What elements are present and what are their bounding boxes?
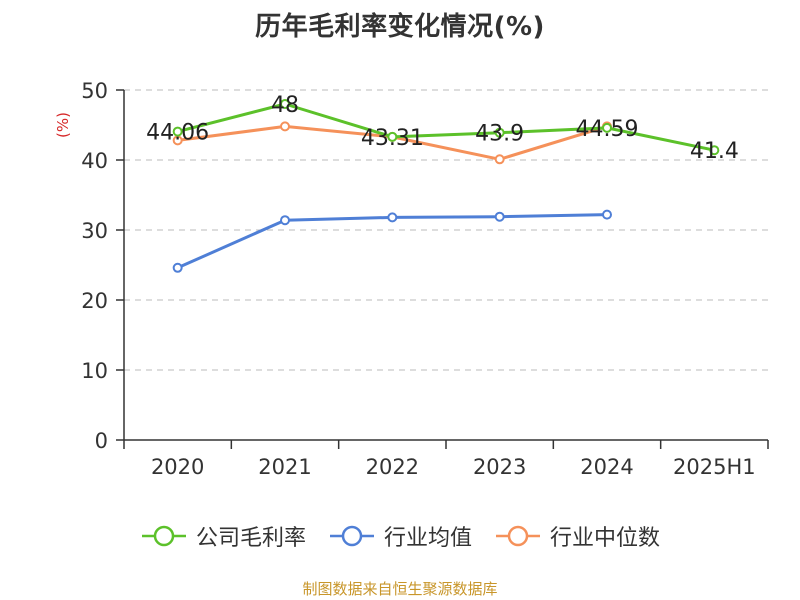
- data-point: [602, 122, 612, 133]
- legend-marker: [507, 525, 529, 547]
- chart-title: 历年毛利率变化情况(%): [255, 12, 545, 42]
- chart-legend: 公司毛利率 行业均值 行业中位数: [0, 520, 800, 552]
- legend-marker: [341, 525, 363, 547]
- legend-symbol: [329, 525, 374, 547]
- data-label: 44.59: [576, 117, 639, 142]
- data-label: 48: [271, 93, 299, 118]
- y-axis-label: (%): [54, 112, 72, 138]
- data-point: [709, 145, 720, 156]
- y-tick-label: 0: [95, 429, 108, 453]
- data-label: 43.31: [361, 126, 424, 151]
- legend-label: 行业均值: [383, 526, 472, 551]
- x-tick-label: 2024: [580, 455, 633, 479]
- x-tick-label: 2022: [366, 455, 419, 479]
- legend-item[interactable]: 行业中位数: [494, 520, 660, 552]
- legend-label: 公司毛利率: [195, 526, 306, 551]
- data-point: [280, 215, 290, 226]
- data-point: [280, 99, 290, 109]
- y-tick-label: 30: [81, 219, 108, 243]
- y-tick-label: 50: [81, 79, 108, 103]
- x-tick-label: 2023: [473, 455, 526, 479]
- data-point: [602, 209, 612, 220]
- data-point: [280, 121, 290, 132]
- x-tick-label: 2020: [151, 455, 204, 479]
- data-point: [172, 126, 183, 137]
- legend-label: 行业中位数: [550, 526, 661, 551]
- y-tick-label: 20: [81, 289, 108, 313]
- series-line: [177, 213, 608, 270]
- data-point: [172, 262, 183, 273]
- data-point: [387, 212, 398, 223]
- y-tick-label: 40: [81, 149, 108, 173]
- legend-symbol: [496, 525, 540, 547]
- data-point: [494, 211, 505, 222]
- data-label: 44.06: [146, 121, 209, 146]
- x-tick-label: 2025H1: [673, 455, 756, 479]
- legend-item[interactable]: 行业均值: [328, 520, 472, 552]
- legend-marker: [153, 525, 175, 547]
- data-label: 41.4: [690, 139, 739, 164]
- series-line: [177, 102, 715, 152]
- data-point: [494, 154, 505, 165]
- data-point: [387, 131, 398, 142]
- x-tick-label: 2021: [258, 455, 311, 479]
- data-label: 43.9: [475, 122, 524, 147]
- y-tick-label: 10: [81, 359, 108, 383]
- legend-item[interactable]: 公司毛利率: [140, 520, 306, 552]
- legend-symbol: [141, 525, 186, 547]
- data-source-note: 制图数据来自恒生聚源数据库: [302, 580, 498, 598]
- data-point: [494, 127, 505, 138]
